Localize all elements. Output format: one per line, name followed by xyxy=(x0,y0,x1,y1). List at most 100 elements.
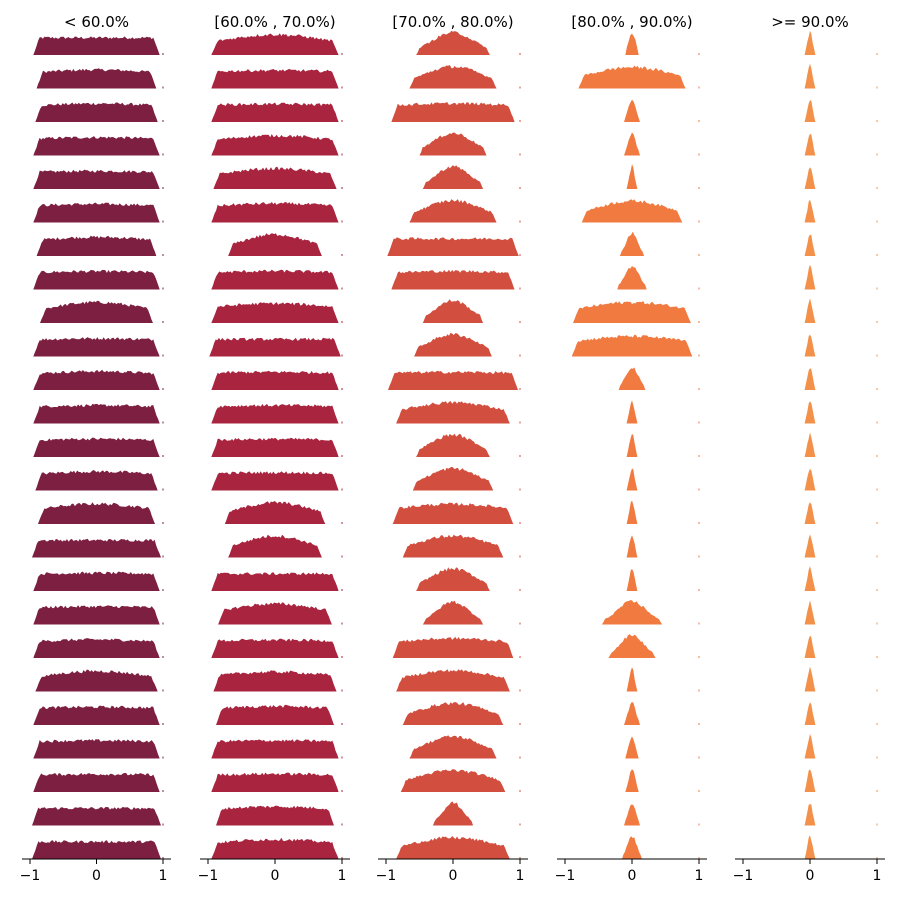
ridge-outlier-mark xyxy=(341,723,343,725)
panel-title: >= 90.0% xyxy=(771,13,849,31)
ridge-histogram xyxy=(396,401,510,424)
ridge-outlier-mark xyxy=(162,589,164,591)
ridge-histogram xyxy=(218,602,332,625)
ridge-histogram xyxy=(624,701,640,725)
ridge-outlier-mark xyxy=(876,689,878,692)
ridge-outlier-mark xyxy=(341,388,343,390)
ridge-outlier-mark xyxy=(698,790,700,792)
ridge-histogram xyxy=(432,801,474,826)
ridge-histogram xyxy=(414,332,492,357)
ridge-outlier-mark xyxy=(698,53,700,55)
ridge-histogram xyxy=(625,769,639,792)
panel-title: [70.0% , 80.0%) xyxy=(392,13,513,31)
ridge-histogram xyxy=(804,334,816,357)
ridge-histogram xyxy=(578,65,686,89)
ridge-histogram xyxy=(624,99,640,122)
ridge-outlier-mark xyxy=(698,220,700,223)
ridge-histogram xyxy=(209,337,341,357)
x-tick-label: 1 xyxy=(873,868,882,884)
ridge-outlier-mark xyxy=(162,488,164,491)
ridge-outlier-mark xyxy=(341,756,343,759)
ridge-outlier-mark xyxy=(341,555,343,558)
ridge-histogram xyxy=(211,102,339,122)
x-tick-label: 1 xyxy=(338,868,347,884)
ridge-outlier-mark xyxy=(162,455,164,457)
ridge-outlier-mark xyxy=(519,53,521,55)
ridge-histogram xyxy=(804,401,816,424)
ridge-histogram xyxy=(35,470,158,491)
ridge-histogram xyxy=(396,836,510,859)
ridge-histogram xyxy=(400,769,506,792)
ridge-outlier-mark xyxy=(876,120,878,122)
ridge-outlier-mark xyxy=(698,421,700,424)
ridge-histogram xyxy=(626,164,638,189)
ridge-outlier-mark xyxy=(876,823,878,826)
ridge-outlier-mark xyxy=(162,220,164,223)
ridge-histogram xyxy=(804,566,816,591)
ridge-histogram xyxy=(216,805,334,826)
ridge-histogram xyxy=(804,502,816,524)
ridge-histogram xyxy=(33,136,160,156)
ridge-histogram xyxy=(804,63,816,89)
ridge-outlier-mark xyxy=(698,86,700,89)
ridge-histogram xyxy=(33,705,160,725)
ridge-outlier-mark xyxy=(162,723,164,725)
ridge-outlier-mark xyxy=(876,86,878,89)
ridge-histogram xyxy=(619,231,645,256)
ridge-outlier-mark xyxy=(519,153,521,156)
ridge-outlier-mark xyxy=(876,723,878,725)
ridge-outlier-mark xyxy=(519,388,521,390)
ridge-histogram xyxy=(804,769,816,792)
ridge-outlier-mark xyxy=(162,522,164,524)
ridge-histogram xyxy=(211,572,339,591)
ridge-outlier-mark xyxy=(876,354,878,357)
ridge-histogram xyxy=(804,804,816,826)
ridge-histogram xyxy=(422,165,484,189)
x-tick-label: 0 xyxy=(628,868,637,884)
ridge-outlier-mark xyxy=(341,488,343,491)
ridge-outlier-mark xyxy=(162,187,164,189)
ridge-histogram xyxy=(804,133,816,156)
ridge-outlier-mark xyxy=(698,488,700,491)
ridge-outlier-mark xyxy=(341,823,343,826)
ridge-outlier-mark xyxy=(519,857,521,859)
ridge-histogram xyxy=(419,132,487,156)
ridge-histogram xyxy=(211,134,339,156)
ridge-histogram xyxy=(626,400,638,424)
ridge-outlier-mark xyxy=(341,689,343,692)
ridge-outlier-mark xyxy=(698,823,700,826)
ridge-outlier-mark xyxy=(519,187,521,189)
ridge-histogram xyxy=(402,702,504,725)
panel-3: [70.0% , 80.0%) −1 0 1 xyxy=(376,13,528,884)
ridge-histogram xyxy=(387,237,519,256)
ridge-outlier-mark xyxy=(876,857,878,859)
ridge-histogram xyxy=(804,167,816,189)
ridge-histogram xyxy=(804,432,816,457)
ridge-outlier-mark xyxy=(519,589,521,591)
ridge-histogram xyxy=(804,264,816,290)
x-tick-label: 1 xyxy=(159,868,168,884)
ridge-histogram xyxy=(573,300,691,323)
ridge-outlier-mark xyxy=(698,153,700,156)
x-tick-label: 0 xyxy=(806,868,815,884)
ridge-outlier-mark xyxy=(519,790,521,792)
ridge-outlier-mark xyxy=(162,120,164,122)
ridge-outlier-mark xyxy=(519,555,521,558)
panel-4: [80.0% , 90.0%) −1 0 1 xyxy=(555,13,707,884)
ridge-histogram xyxy=(618,367,646,390)
ridge-histogram xyxy=(392,637,514,658)
ridge-histogram xyxy=(33,369,160,390)
ridge-outlier-mark xyxy=(876,421,878,424)
ridge-outlier-mark xyxy=(698,254,700,256)
ridge-histogram xyxy=(625,33,639,55)
ridge-histogram xyxy=(35,669,158,692)
ridge-histogram xyxy=(804,234,816,256)
ridge-histogram xyxy=(33,36,160,55)
ridge-outlier-mark xyxy=(162,790,164,792)
ridge-histogram xyxy=(396,669,510,692)
ridge-histogram xyxy=(804,199,816,223)
ridge-outlier-mark xyxy=(162,823,164,826)
ridge-histogram xyxy=(211,403,339,424)
ridge-histogram xyxy=(38,502,155,524)
